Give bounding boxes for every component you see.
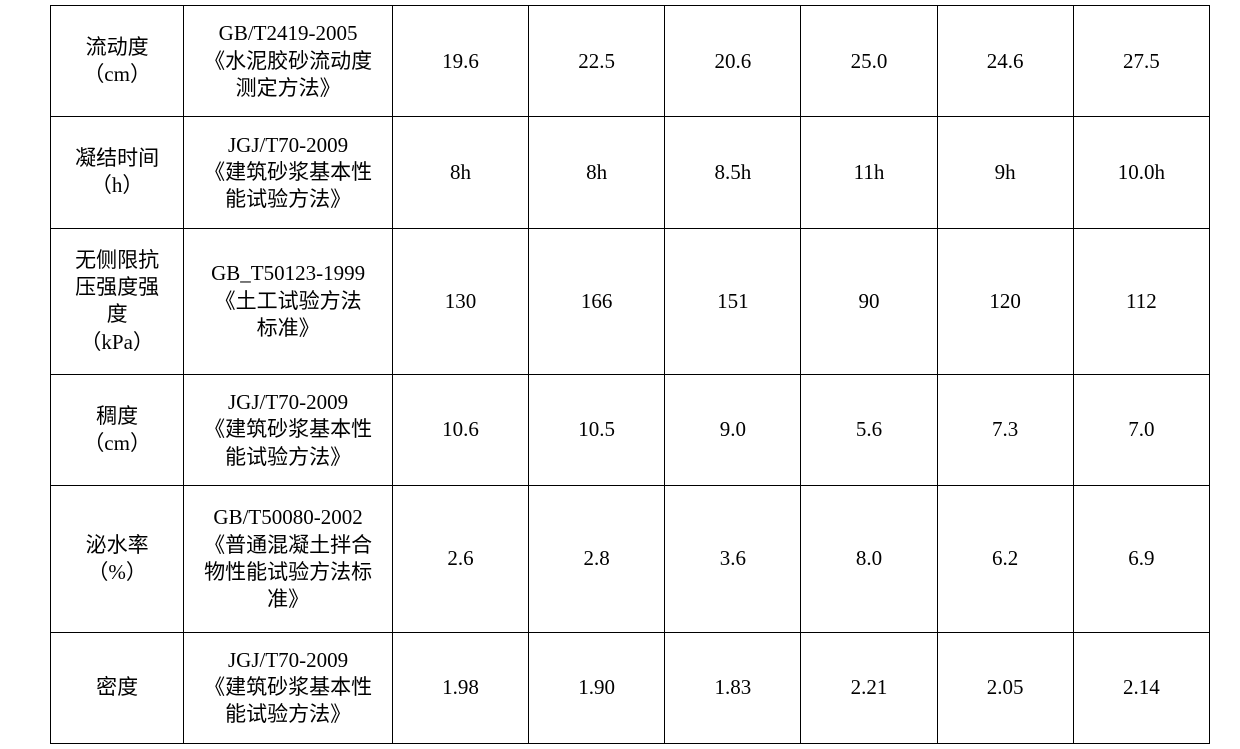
value-cell: 120 <box>937 228 1073 374</box>
label-text: （h） <box>91 173 144 197</box>
value-cell: 2.05 <box>937 632 1073 743</box>
standard-text: 能试验方法》 <box>225 445 351 469</box>
standard-text: 标准》 <box>257 316 320 340</box>
row-label: 稠度 （cm） <box>51 374 184 485</box>
standard-text: JGJ/T70-2009 <box>228 648 348 672</box>
label-text: 凝结时间 <box>75 146 159 170</box>
value-cell: 2.6 <box>392 486 528 632</box>
value-cell: 130 <box>392 228 528 374</box>
row-standard: GB/T2419-2005 《水泥胶砂流动度 测定方法》 <box>184 6 393 117</box>
value-cell: 10.6 <box>392 374 528 485</box>
standard-text: GB/T50080-2002 <box>213 505 362 529</box>
standard-text: 能试验方法》 <box>225 702 351 726</box>
table-row: 无侧限抗 压强度强 度 （kPa） GB_T50123-1999 《土工试验方法… <box>51 228 1210 374</box>
row-standard: GB/T50080-2002 《普通混凝土拌合 物性能试验方法标 准》 <box>184 486 393 632</box>
value-cell: 22.5 <box>529 6 665 117</box>
value-cell: 3.6 <box>665 486 801 632</box>
value-cell: 2.8 <box>529 486 665 632</box>
value-cell: 112 <box>1073 228 1209 374</box>
row-label: 流动度 （cm） <box>51 6 184 117</box>
standard-text: GB/T2419-2005 <box>219 21 358 45</box>
value-cell: 166 <box>529 228 665 374</box>
table-row: 泌水率 （%） GB/T50080-2002 《普通混凝土拌合 物性能试验方法标… <box>51 486 1210 632</box>
label-text: （kPa） <box>80 330 154 354</box>
value-cell: 20.6 <box>665 6 801 117</box>
label-text: 压强度强 <box>75 275 159 299</box>
standard-text: 《土工试验方法 <box>215 289 362 313</box>
value-cell: 10.0h <box>1073 117 1209 228</box>
row-standard: JGJ/T70-2009 《建筑砂浆基本性 能试验方法》 <box>184 117 393 228</box>
value-cell: 8h <box>392 117 528 228</box>
value-cell: 25.0 <box>801 6 937 117</box>
value-cell: 7.3 <box>937 374 1073 485</box>
standard-text: JGJ/T70-2009 <box>228 133 348 157</box>
label-text: 稠度 <box>96 404 138 428</box>
label-text: 度 <box>107 302 128 326</box>
value-cell: 11h <box>801 117 937 228</box>
value-cell: 10.5 <box>529 374 665 485</box>
standard-text: 测定方法》 <box>236 76 341 100</box>
label-text: 流动度 <box>86 35 149 59</box>
value-cell: 5.6 <box>801 374 937 485</box>
value-cell: 1.90 <box>529 632 665 743</box>
value-cell: 2.21 <box>801 632 937 743</box>
value-cell: 7.0 <box>1073 374 1209 485</box>
row-label: 密度 <box>51 632 184 743</box>
value-cell: 151 <box>665 228 801 374</box>
value-cell: 24.6 <box>937 6 1073 117</box>
standard-text: GB_T50123-1999 <box>211 261 365 285</box>
row-label: 无侧限抗 压强度强 度 （kPa） <box>51 228 184 374</box>
standard-text: 能试验方法》 <box>225 187 351 211</box>
value-cell: 27.5 <box>1073 6 1209 117</box>
row-label: 泌水率 （%） <box>51 486 184 632</box>
standard-text: 《建筑砂浆基本性 <box>204 160 372 184</box>
label-text: 无侧限抗 <box>75 248 159 272</box>
value-cell: 8h <box>529 117 665 228</box>
value-cell: 9h <box>937 117 1073 228</box>
label-text: 泌水率 <box>86 533 149 557</box>
table-row: 流动度 （cm） GB/T2419-2005 《水泥胶砂流动度 测定方法》 19… <box>51 6 1210 117</box>
value-cell: 2.14 <box>1073 632 1209 743</box>
value-cell: 19.6 <box>392 6 528 117</box>
value-cell: 6.9 <box>1073 486 1209 632</box>
value-cell: 90 <box>801 228 937 374</box>
value-cell: 1.83 <box>665 632 801 743</box>
table-row: 密度 JGJ/T70-2009 《建筑砂浆基本性 能试验方法》 1.98 1.9… <box>51 632 1210 743</box>
standard-text: 《建筑砂浆基本性 <box>204 675 372 699</box>
data-table: 流动度 （cm） GB/T2419-2005 《水泥胶砂流动度 测定方法》 19… <box>50 5 1210 744</box>
row-label: 凝结时间 （h） <box>51 117 184 228</box>
value-cell: 6.2 <box>937 486 1073 632</box>
label-text: （cm） <box>83 62 151 86</box>
row-standard: JGJ/T70-2009 《建筑砂浆基本性 能试验方法》 <box>184 374 393 485</box>
value-cell: 8.5h <box>665 117 801 228</box>
standard-text: 《水泥胶砂流动度 <box>204 49 372 73</box>
standard-text: 准》 <box>267 587 309 611</box>
label-text: 密度 <box>96 675 138 699</box>
standard-text: 《普通混凝土拌合 <box>204 533 372 557</box>
standard-text: JGJ/T70-2009 <box>228 390 348 414</box>
page-wrap: 流动度 （cm） GB/T2419-2005 《水泥胶砂流动度 测定方法》 19… <box>0 0 1240 749</box>
table-row: 稠度 （cm） JGJ/T70-2009 《建筑砂浆基本性 能试验方法》 10.… <box>51 374 1210 485</box>
row-standard: GB_T50123-1999 《土工试验方法 标准》 <box>184 228 393 374</box>
value-cell: 9.0 <box>665 374 801 485</box>
row-standard: JGJ/T70-2009 《建筑砂浆基本性 能试验方法》 <box>184 632 393 743</box>
table-row: 凝结时间 （h） JGJ/T70-2009 《建筑砂浆基本性 能试验方法》 8h… <box>51 117 1210 228</box>
standard-text: 物性能试验方法标 <box>204 560 372 584</box>
label-text: （%） <box>87 560 147 584</box>
value-cell: 8.0 <box>801 486 937 632</box>
value-cell: 1.98 <box>392 632 528 743</box>
standard-text: 《建筑砂浆基本性 <box>204 417 372 441</box>
label-text: （cm） <box>83 431 151 455</box>
